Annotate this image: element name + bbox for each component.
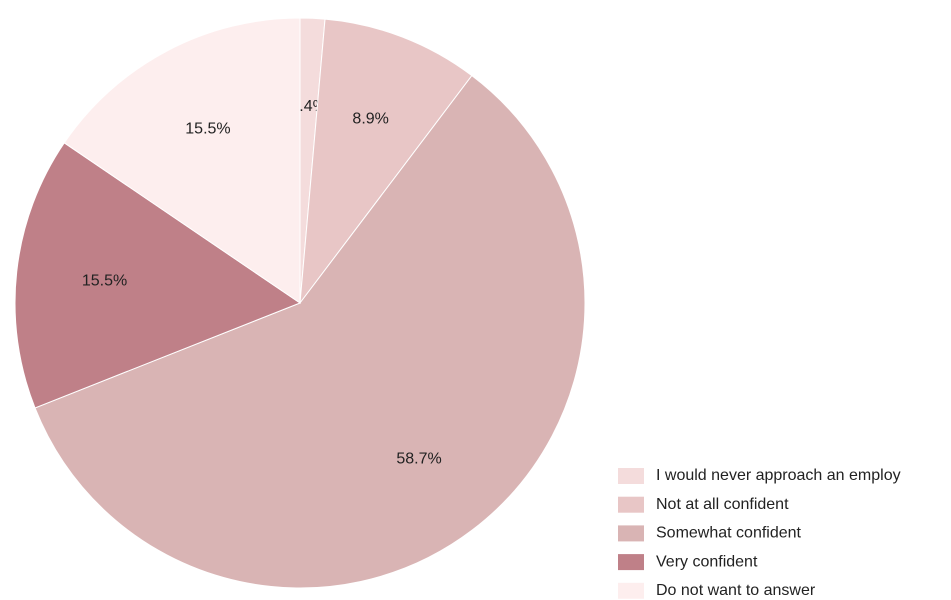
legend-swatch bbox=[618, 496, 644, 513]
legend-label: Not at all confident bbox=[656, 496, 789, 513]
legend-label: Do not want to answer bbox=[656, 582, 816, 599]
legend-label: Very confident bbox=[656, 553, 758, 570]
data-label: 8.9% bbox=[352, 111, 388, 128]
legend-swatch bbox=[618, 468, 644, 484]
legend-swatch bbox=[618, 525, 644, 542]
legend-swatch bbox=[618, 582, 644, 599]
pie-slice bbox=[34, 74, 586, 589]
pie-slice bbox=[14, 142, 302, 409]
legend-swatch bbox=[618, 554, 644, 571]
data-label: 15.5% bbox=[82, 273, 127, 290]
legend-label: I would never approach an employ bbox=[656, 467, 901, 484]
data-label: 15.5% bbox=[185, 120, 230, 137]
legend-label: Somewhat confident bbox=[656, 525, 802, 542]
legend: I would never approach an employ Not at a… bbox=[618, 467, 901, 599]
pie: 1.4%8.9%58.7%15.5%15.5% bbox=[14, 17, 586, 589]
data-label: 58.7% bbox=[396, 451, 441, 468]
pie-slice bbox=[63, 17, 301, 304]
pie-slice bbox=[299, 18, 473, 305]
